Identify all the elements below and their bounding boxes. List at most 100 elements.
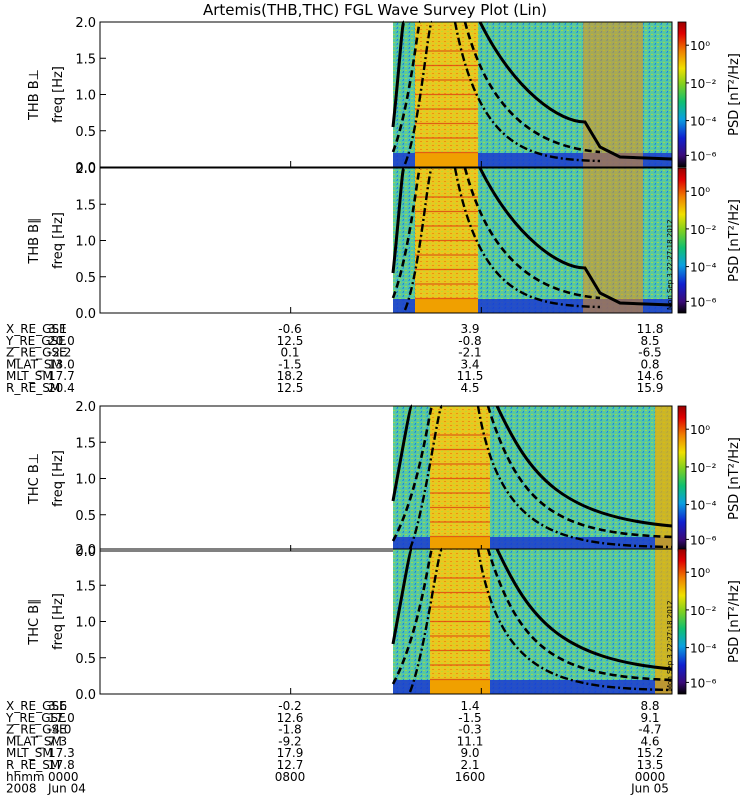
half-fce-curve — [391, 166, 601, 300]
y-tick-label: 1.5 — [75, 579, 96, 594]
orbit-row-label: hhmm — [6, 770, 45, 784]
y-tick-label: 0.0 — [75, 545, 96, 560]
spectrogram-low-freq-hot — [430, 680, 490, 694]
orbit-row-value: 13.0 — [48, 357, 75, 371]
colorbar-tick-label: 10⁻⁶ — [690, 676, 717, 690]
orbit-row-label: X_RE_GSE — [6, 699, 67, 713]
panel-yunit: freq [Hz] — [51, 66, 66, 123]
y-tick-label: 1.0 — [75, 473, 96, 488]
tenth-fce-curve — [403, 166, 601, 311]
orbit-row-value: 20.4 — [48, 381, 75, 395]
y-tick-label: 0.5 — [75, 271, 96, 286]
orbit-row-value: 17.9 — [277, 746, 304, 760]
colorbar-tick-label: 10⁻² — [690, 461, 717, 475]
orbit-row-value: 4.6 — [640, 734, 659, 748]
orbit-row-value: 17.8 — [48, 758, 75, 772]
colorbar-tick-label: 10⁻² — [690, 604, 717, 618]
orbit-row-value: -1.5 — [278, 357, 301, 371]
colorbar-label: PSD [nT²/Hz] — [727, 199, 742, 282]
orbit-row-value: 0000 — [48, 770, 79, 784]
spectrogram-low-freq-hot — [415, 299, 478, 313]
orbit-row-value: 0000 — [635, 770, 666, 784]
orbit-row-value: -4.7 — [638, 723, 661, 737]
y-tick-label: 0.5 — [75, 509, 96, 524]
colorbar-tick-label: 10⁻² — [690, 223, 717, 237]
y-tick-label: 0.5 — [75, 652, 96, 667]
spectrogram-panel: 0.0 0.5 1.0 1.5 2.0 THC B⊥ freq [Hz] 10⁰ 10⁻² 10⁻… — [27, 400, 742, 560]
colorbar — [677, 548, 687, 695]
orbit-row-value: 17.7 — [48, 369, 75, 383]
spectrogram-panels: 0.0 0.5 1.0 1.5 2.0 THB B⊥ freq [Hz] 10⁰ 10⁻² 10⁻… — [27, 16, 742, 703]
colorbar-label: PSD [nT²/Hz] — [727, 437, 742, 520]
spectrogram-late-activity — [583, 168, 643, 313]
fce-curve — [391, 404, 673, 528]
orbit-row-value: 20.0 — [48, 334, 75, 348]
orbit-row-value: 2.1 — [460, 758, 479, 772]
spectrogram-low-freq-hot — [415, 153, 478, 167]
orbit-row-label: 2008 — [6, 782, 37, 796]
orbit-row-value: 14.6 — [637, 369, 664, 383]
colorbar-tick-label: 10⁰ — [690, 185, 710, 199]
timestamp-stamp: Mon Sep 3 22:27:18 2012 — [666, 219, 674, 310]
orbit-row-value: -1.8 — [278, 723, 301, 737]
y-tick-label: 2.0 — [75, 400, 96, 415]
colorbar-tick-label: 10⁰ — [690, 566, 710, 580]
orbit-row-value: 1600 — [455, 770, 486, 784]
orbit-row-value: 8.8 — [640, 699, 659, 713]
y-tick-label: 1.5 — [75, 198, 96, 213]
orbit-row-value: 8.5 — [640, 334, 659, 348]
colorbar-tick-label: 10⁻⁴ — [690, 115, 717, 129]
y-tick-label: 2.0 — [75, 543, 96, 558]
panel-ylabel: THC B∥ — [27, 598, 42, 645]
spectrogram-late-activity — [583, 22, 643, 167]
orbit-row-label: Y_RE_GSE — [5, 711, 66, 725]
orbit-row-value: 15.2 — [637, 746, 664, 760]
tenth-fce-curve — [403, 20, 601, 165]
y-tick-label: 0.0 — [75, 688, 96, 703]
orbit-row-label: X_RE_GSE — [6, 322, 67, 336]
orbit-row-value: 15.9 — [637, 381, 664, 395]
y-tick-label: 0.0 — [75, 161, 96, 176]
panel-yunit: freq [Hz] — [51, 593, 66, 650]
colorbar-tick-label: 10⁻² — [690, 77, 717, 91]
spectrogram-panel: 0.0 0.5 1.0 1.5 2.0 THB B⊥ freq [Hz] 10⁰ 10⁻² 10⁻… — [27, 16, 742, 176]
orbit-row-value: 9.0 — [460, 746, 479, 760]
orbit-row-label: R_RE_SM — [6, 381, 60, 395]
colorbar-tick-label: 10⁻⁴ — [690, 261, 717, 275]
colorbar-tick-label: 10⁻⁴ — [690, 499, 717, 513]
y-tick-label: 1.0 — [75, 235, 96, 250]
colorbar — [677, 405, 687, 552]
orbit-row-value: -1.5 — [458, 711, 481, 725]
orbit-row-label: Z_RE_GSE — [6, 346, 67, 360]
orbit-row-value: 18.2 — [277, 369, 304, 383]
orbit-row-label: MLAT_SM — [6, 734, 62, 748]
y-tick-label: 1.0 — [75, 89, 96, 104]
y-tick-label: 1.0 — [75, 616, 96, 631]
orbit-row-value: 11.1 — [457, 734, 484, 748]
orbit-row-value: -4.0 — [48, 723, 71, 737]
orbit-row-value: 11.5 — [457, 369, 484, 383]
orbit-row-value: 12.6 — [277, 711, 304, 725]
spectrogram-low-freq-hot — [430, 537, 490, 551]
orbit-row-value: Jun 04 — [47, 782, 86, 796]
half-fce-curve — [391, 20, 601, 154]
orbit-row-value: 13.5 — [637, 758, 664, 772]
spectrogram-late-activity — [655, 406, 672, 551]
orbit-row-value: 3.9 — [460, 322, 479, 336]
y-tick-label: 0.0 — [75, 307, 96, 322]
fce-curve — [391, 20, 673, 161]
fce-curve — [391, 166, 673, 307]
orbit-row-value: -6.5 — [638, 346, 661, 360]
orbit-row-value: 3.4 — [460, 357, 479, 371]
orbit-row-value: 7.3 — [48, 734, 67, 748]
orbit-row-value: 9.1 — [640, 711, 659, 725]
orbit-row-value: 0800 — [275, 770, 306, 784]
orbit-row-value: 3.6 — [48, 699, 67, 713]
panel-ylabel: THB B∥ — [27, 217, 42, 264]
y-tick-label: 1.5 — [75, 52, 96, 67]
tenth-fce-curve — [408, 547, 673, 693]
orbit-row-value: -9.2 — [278, 734, 301, 748]
panel-ylabel: THB B⊥ — [27, 69, 42, 121]
